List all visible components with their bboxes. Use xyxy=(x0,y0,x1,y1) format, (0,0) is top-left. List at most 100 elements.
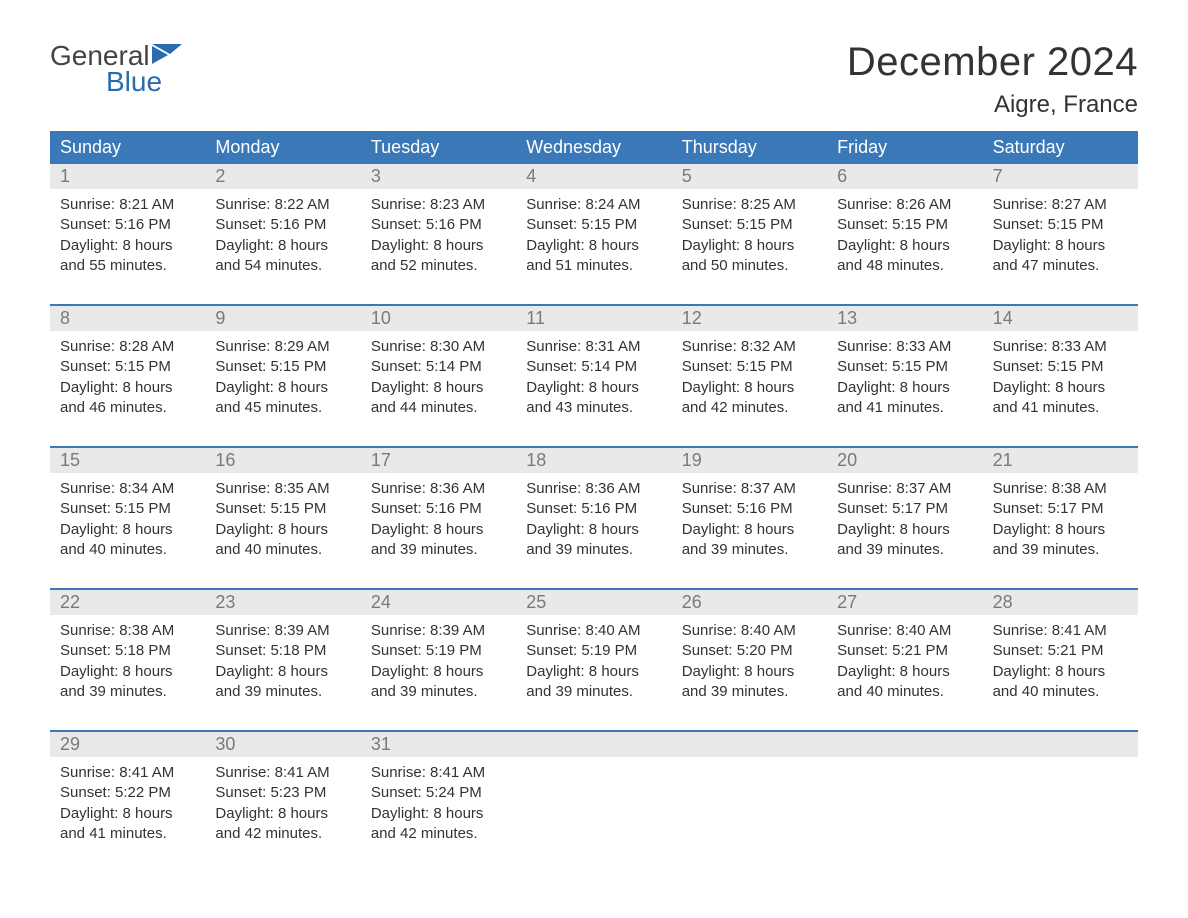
day-number-row: 1234567 xyxy=(50,164,1138,189)
day-number: 23 xyxy=(205,590,360,615)
sunrise-text: Sunrise: 8:30 AM xyxy=(371,337,506,357)
sunrise-text: Sunrise: 8:39 AM xyxy=(215,621,350,641)
day-number-row: 891011121314 xyxy=(50,306,1138,331)
dl2-text: and 42 minutes. xyxy=(371,824,506,844)
dl1-text: Daylight: 8 hours xyxy=(371,662,506,682)
sunrise-text: Sunrise: 8:36 AM xyxy=(371,479,506,499)
dl1-text: Daylight: 8 hours xyxy=(526,378,661,398)
day-number-row: 15161718192021 xyxy=(50,448,1138,473)
dl2-text: and 39 minutes. xyxy=(837,540,972,560)
day-number: 6 xyxy=(827,164,982,189)
day-number-row: 22232425262728 xyxy=(50,590,1138,615)
day-number: 14 xyxy=(983,306,1138,331)
day-cell: Sunrise: 8:39 AMSunset: 5:19 PMDaylight:… xyxy=(361,615,516,712)
dl1-text: Daylight: 8 hours xyxy=(526,236,661,256)
sunset-text: Sunset: 5:24 PM xyxy=(371,783,506,803)
day-cell: Sunrise: 8:24 AMSunset: 5:15 PMDaylight:… xyxy=(516,189,671,286)
day-cell: Sunrise: 8:33 AMSunset: 5:15 PMDaylight:… xyxy=(983,331,1138,428)
day-cell: Sunrise: 8:30 AMSunset: 5:14 PMDaylight:… xyxy=(361,331,516,428)
dl2-text: and 51 minutes. xyxy=(526,256,661,276)
day-cell: Sunrise: 8:41 AMSunset: 5:24 PMDaylight:… xyxy=(361,757,516,854)
day-number: 11 xyxy=(516,306,671,331)
sunrise-text: Sunrise: 8:24 AM xyxy=(526,195,661,215)
day-cell xyxy=(516,757,671,854)
sunrise-text: Sunrise: 8:33 AM xyxy=(837,337,972,357)
day-number: 31 xyxy=(361,732,516,757)
sunset-text: Sunset: 5:15 PM xyxy=(993,215,1128,235)
sunset-text: Sunset: 5:15 PM xyxy=(215,499,350,519)
sunset-text: Sunset: 5:16 PM xyxy=(215,215,350,235)
dow-label: Thursday xyxy=(672,131,827,164)
dl1-text: Daylight: 8 hours xyxy=(215,804,350,824)
dl1-text: Daylight: 8 hours xyxy=(682,520,817,540)
dl2-text: and 41 minutes. xyxy=(837,398,972,418)
sunrise-text: Sunrise: 8:41 AM xyxy=(215,763,350,783)
sunset-text: Sunset: 5:19 PM xyxy=(526,641,661,661)
dow-label: Wednesday xyxy=(516,131,671,164)
dl1-text: Daylight: 8 hours xyxy=(60,520,195,540)
dl2-text: and 39 minutes. xyxy=(215,682,350,702)
dl2-text: and 48 minutes. xyxy=(837,256,972,276)
dl2-text: and 44 minutes. xyxy=(371,398,506,418)
sunset-text: Sunset: 5:15 PM xyxy=(993,357,1128,377)
dl2-text: and 41 minutes. xyxy=(60,824,195,844)
dow-label: Monday xyxy=(205,131,360,164)
location: Aigre, France xyxy=(847,91,1138,119)
flag-icon xyxy=(152,44,182,69)
dl1-text: Daylight: 8 hours xyxy=(215,520,350,540)
sunrise-text: Sunrise: 8:37 AM xyxy=(837,479,972,499)
day-cell: Sunrise: 8:40 AMSunset: 5:19 PMDaylight:… xyxy=(516,615,671,712)
dl2-text: and 39 minutes. xyxy=(993,540,1128,560)
dl1-text: Daylight: 8 hours xyxy=(837,378,972,398)
sunrise-text: Sunrise: 8:40 AM xyxy=(682,621,817,641)
day-cell xyxy=(983,757,1138,854)
day-of-week-header: SundayMondayTuesdayWednesdayThursdayFrid… xyxy=(50,131,1138,164)
sunset-text: Sunset: 5:15 PM xyxy=(837,215,972,235)
day-number: 26 xyxy=(672,590,827,615)
dl1-text: Daylight: 8 hours xyxy=(60,378,195,398)
dl2-text: and 43 minutes. xyxy=(526,398,661,418)
dl1-text: Daylight: 8 hours xyxy=(993,520,1128,540)
day-number: 27 xyxy=(827,590,982,615)
sunset-text: Sunset: 5:15 PM xyxy=(60,357,195,377)
day-cell: Sunrise: 8:33 AMSunset: 5:15 PMDaylight:… xyxy=(827,331,982,428)
header: General Blue December 2024 Aigre, France xyxy=(50,40,1138,119)
day-number: 19 xyxy=(672,448,827,473)
day-cell: Sunrise: 8:35 AMSunset: 5:15 PMDaylight:… xyxy=(205,473,360,570)
week-row: 891011121314Sunrise: 8:28 AMSunset: 5:15… xyxy=(50,304,1138,428)
day-cell: Sunrise: 8:40 AMSunset: 5:20 PMDaylight:… xyxy=(672,615,827,712)
sunset-text: Sunset: 5:15 PM xyxy=(682,357,817,377)
week-row: 293031Sunrise: 8:41 AMSunset: 5:22 PMDay… xyxy=(50,730,1138,854)
dl1-text: Daylight: 8 hours xyxy=(371,378,506,398)
dl2-text: and 39 minutes. xyxy=(371,540,506,560)
sunset-text: Sunset: 5:21 PM xyxy=(993,641,1128,661)
sunrise-text: Sunrise: 8:27 AM xyxy=(993,195,1128,215)
day-number xyxy=(672,732,827,757)
day-number: 15 xyxy=(50,448,205,473)
day-number xyxy=(516,732,671,757)
day-number: 12 xyxy=(672,306,827,331)
day-cell xyxy=(827,757,982,854)
dl1-text: Daylight: 8 hours xyxy=(371,236,506,256)
day-number: 29 xyxy=(50,732,205,757)
sunset-text: Sunset: 5:15 PM xyxy=(60,499,195,519)
dl1-text: Daylight: 8 hours xyxy=(215,662,350,682)
day-cell: Sunrise: 8:40 AMSunset: 5:21 PMDaylight:… xyxy=(827,615,982,712)
calendar: SundayMondayTuesdayWednesdayThursdayFrid… xyxy=(50,131,1138,854)
dl2-text: and 46 minutes. xyxy=(60,398,195,418)
dl2-text: and 39 minutes. xyxy=(682,540,817,560)
dl2-text: and 54 minutes. xyxy=(215,256,350,276)
dl2-text: and 39 minutes. xyxy=(526,540,661,560)
week-row: 22232425262728Sunrise: 8:38 AMSunset: 5:… xyxy=(50,588,1138,712)
sunset-text: Sunset: 5:17 PM xyxy=(837,499,972,519)
day-number: 25 xyxy=(516,590,671,615)
day-cell: Sunrise: 8:25 AMSunset: 5:15 PMDaylight:… xyxy=(672,189,827,286)
day-number: 28 xyxy=(983,590,1138,615)
sunset-text: Sunset: 5:15 PM xyxy=(682,215,817,235)
day-cell: Sunrise: 8:23 AMSunset: 5:16 PMDaylight:… xyxy=(361,189,516,286)
day-cell: Sunrise: 8:37 AMSunset: 5:16 PMDaylight:… xyxy=(672,473,827,570)
dl1-text: Daylight: 8 hours xyxy=(993,378,1128,398)
sunset-text: Sunset: 5:18 PM xyxy=(60,641,195,661)
dl2-text: and 55 minutes. xyxy=(60,256,195,276)
dl1-text: Daylight: 8 hours xyxy=(837,236,972,256)
